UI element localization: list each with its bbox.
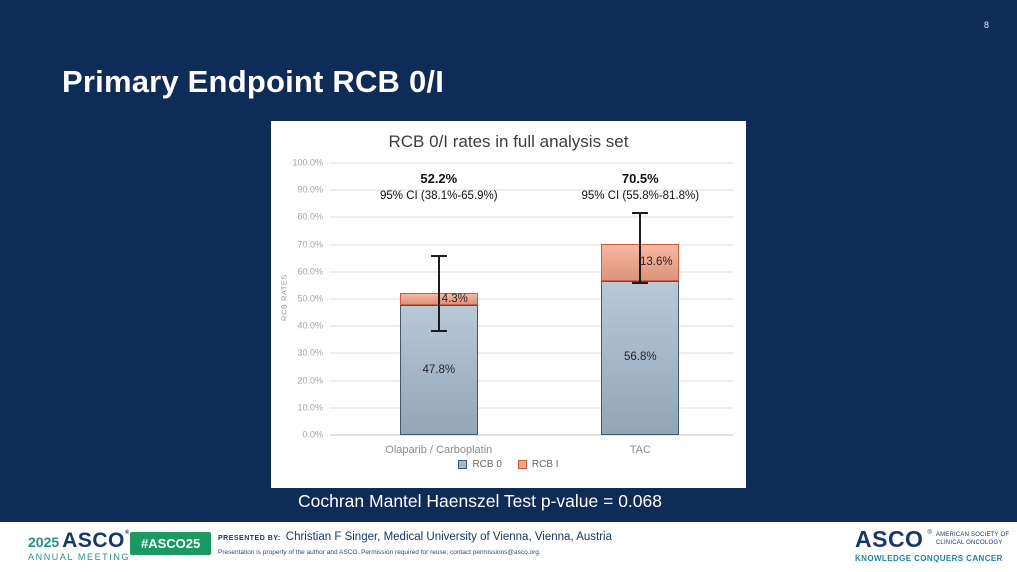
error-bar-cap	[632, 282, 649, 285]
legend-item: RCB I	[517, 459, 559, 470]
gridline	[330, 380, 733, 382]
gridline	[330, 216, 733, 218]
error-bar-cap	[430, 254, 447, 257]
registered-mark-icon: ®	[124, 530, 130, 536]
total-value-label: 70.5%	[621, 171, 659, 186]
meeting-subtitle: ANNUAL MEETING	[28, 552, 131, 562]
stat-note: Cochran Mantel Haenszel Test p-value = 0…	[298, 491, 662, 511]
presented-by-label: PRESENTED BY:	[218, 535, 281, 542]
y-tick-label: 10.0%	[297, 402, 323, 413]
error-bar-line	[437, 255, 440, 332]
x-axis-category-label: TAC	[629, 444, 651, 456]
x-axis-category-label: Olaparib / Carboplatin	[385, 444, 493, 456]
hashtag-badge: #ASCO25	[130, 532, 212, 555]
bar-value-label: 56.8%	[623, 351, 657, 364]
meeting-year: 2025	[28, 534, 60, 550]
total-value-label: 52.2%	[420, 171, 458, 186]
plot-area: 0.0% 10.0% 20.0% 30.0% 40.0% 50.0% 60.0% 70.0% 8…	[292, 158, 733, 456]
meeting-org-wordmark: ASCO®	[62, 529, 130, 552]
bar-value-label: 4.3%	[441, 292, 468, 305]
legend-swatch-icon	[517, 460, 527, 469]
presenter-block: PRESENTED BY: Christian F Singer, Medica…	[218, 531, 612, 556]
footer-bar: 2025 ASCO® ANNUAL MEETING #ASCO25 PRESEN…	[0, 522, 1017, 572]
y-tick-label: 70.0%	[297, 239, 323, 250]
confidence-interval-label: 95% CI (38.1%-65.9%)	[379, 190, 498, 202]
legend-label: RCB I	[531, 459, 559, 470]
legend-swatch-icon	[458, 460, 468, 469]
gridline	[330, 298, 733, 300]
y-tick-label: 90.0%	[297, 184, 323, 195]
gridline	[330, 244, 733, 246]
y-tick-label: 60.0%	[297, 266, 323, 277]
bar-value-label: 47.8%	[422, 363, 456, 376]
asco-wordmark: ASCO	[855, 526, 924, 552]
y-tick-label: 40.0%	[297, 320, 323, 331]
asco-tagline: KNOWLEDGE CONQUERS CANCER	[855, 553, 1003, 563]
gridline	[330, 352, 733, 354]
gridline	[330, 325, 733, 327]
presenter-name: Christian F Singer, Medical University o…	[285, 531, 612, 543]
chart-legend: RCB 0 RCB I	[271, 459, 746, 470]
y-tick-label: 80.0%	[297, 211, 323, 222]
asco-logo: ASCO ® AMERICAN SOCIETY OF CLINICAL ONCO…	[855, 526, 1010, 563]
annual-meeting-logo: 2025 ASCO® ANNUAL MEETING	[28, 530, 130, 562]
y-tick-label: 20.0%	[297, 375, 323, 386]
registered-mark-icon: ®	[927, 530, 932, 536]
page-number: 8	[983, 20, 989, 30]
gridline	[330, 189, 733, 191]
bar-segment-rcb-0	[601, 280, 680, 435]
y-tick-label: 50.0%	[297, 293, 323, 304]
bar-value-label: 13.6%	[639, 255, 673, 268]
y-tick-label: 100.0%	[292, 157, 323, 168]
gridline	[330, 271, 733, 273]
chart-title: RCB 0/I rates in full analysis set	[388, 132, 629, 151]
disclaimer-text: Presentation is property of the author a…	[218, 549, 541, 556]
legend-label: RCB 0	[472, 459, 502, 470]
asco-subtitle: AMERICAN SOCIETY OF CLINICAL ONCOLOGY	[935, 532, 1010, 546]
gridline	[330, 407, 733, 409]
chart-panel: RCB 0/I rates in full analysis set RCB R…	[271, 121, 746, 488]
confidence-interval-label: 95% CI (55.8%-81.8%)	[581, 190, 700, 202]
error-bar-cap	[430, 330, 447, 333]
slide-title: Primary Endpoint RCB 0/I	[62, 64, 445, 99]
total-annotation: 70.5% 95% CI (55.8%-81.8%)	[540, 171, 740, 202]
legend-item: RCB 0	[458, 459, 502, 470]
gridline	[330, 162, 733, 164]
error-bar-cap	[632, 211, 649, 214]
total-annotation: 52.2% 95% CI (38.1%-65.9%)	[339, 171, 539, 202]
y-tick-label: 0.0%	[302, 429, 323, 440]
gridline	[330, 434, 733, 436]
y-tick-label: 30.0%	[297, 347, 323, 358]
error-bar-line	[639, 212, 642, 284]
